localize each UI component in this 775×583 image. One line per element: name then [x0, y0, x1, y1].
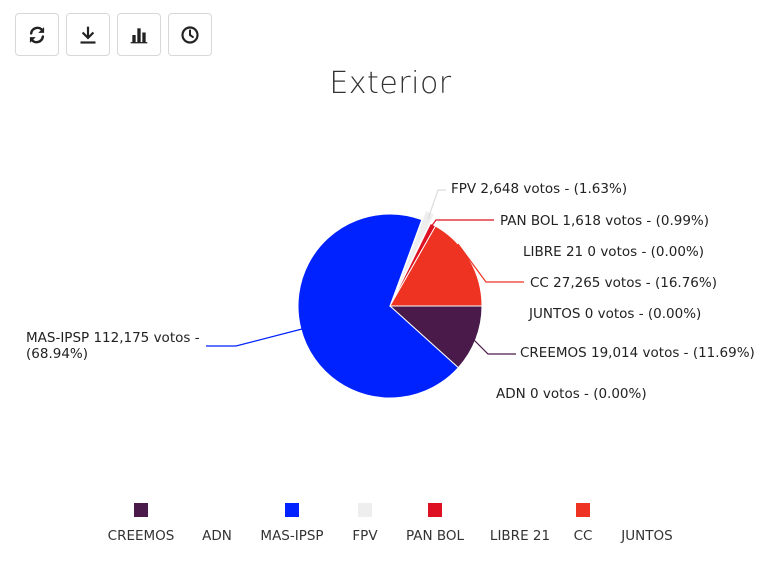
refresh-button[interactable] [15, 13, 59, 56]
pie-slice-creemos[interactable] [388, 305, 483, 369]
legend-label-juntos: JUNTOS [620, 528, 672, 544]
legend-item-juntos[interactable]: JUNTOS [620, 528, 672, 544]
legend-item-adn[interactable]: ADN [202, 528, 232, 544]
data-label-adn: ADN 0 votos - (0.00%) [496, 386, 647, 402]
data-label-mas-ipsp: MAS-IPSP 112,175 votos - [26, 330, 200, 346]
data-label-libre-21: LIBRE 21 0 votos - (0.00%) [523, 244, 704, 260]
legend-label-cc: CC [574, 528, 593, 544]
legend-item-creemos[interactable]: CREEMOS [108, 503, 175, 544]
legend-item-pan-bol[interactable]: PAN BOL [406, 503, 465, 544]
clock-icon [181, 25, 199, 44]
leader-line-cc [457, 243, 524, 283]
legend: CREEMOS ADN MAS-IPSP FPV PAN BOL LIBRE 21 CC JU… [108, 503, 673, 544]
legend-item-libre-21[interactable]: LIBRE 21 [490, 528, 550, 544]
refresh-icon [29, 26, 45, 43]
legend-item-cc[interactable]: CC [574, 503, 593, 544]
legend-label-adn: ADN [202, 528, 232, 544]
legend-label-pan-bol: PAN BOL [406, 528, 465, 544]
leader-line-fpv [427, 189, 446, 220]
legend-swatch-cc [576, 503, 590, 517]
data-label-creemos: CREEMOS 19,014 votos - (11.69%) [520, 345, 755, 361]
leader-line-mas-ipsp [206, 328, 303, 347]
download-icon [80, 26, 96, 44]
pie-slices [297, 209, 483, 399]
leader-lines [206, 189, 524, 355]
legend-swatch-fpv [358, 503, 372, 517]
download-button[interactable] [66, 13, 110, 56]
bar-chart-icon [130, 27, 148, 43]
leader-line-creemos [469, 335, 516, 355]
data-labels: CREEMOS 19,014 votos - (11.69%) ADN 0 vot… [26, 181, 755, 402]
legend-label-fpv: FPV [352, 528, 378, 544]
legend-swatch-mas-ipsp [285, 503, 299, 517]
pie-slice-mas-ipsp[interactable] [297, 213, 459, 399]
bar-chart-button[interactable] [117, 13, 161, 56]
data-label-pan-bol: PAN BOL 1,618 votos - (0.99%) [500, 213, 709, 229]
legend-item-mas-ipsp[interactable]: MAS-IPSP [260, 503, 324, 544]
history-button[interactable] [168, 13, 212, 56]
chart-title: Exterior [329, 66, 452, 101]
legend-swatch-creemos [134, 503, 148, 517]
legend-label-libre-21: LIBRE 21 [490, 528, 550, 544]
chart-toolbar [15, 13, 212, 56]
legend-item-fpv[interactable]: FPV [352, 503, 378, 544]
legend-swatch-pan-bol [428, 503, 442, 517]
data-label-mas-ipsp-percent: (68.94%) [26, 346, 88, 362]
data-label-cc: CC 27,265 votos - (16.76%) [530, 275, 717, 291]
legend-label-mas-ipsp: MAS-IPSP [260, 528, 323, 544]
leader-line-pan-bol [427, 219, 494, 232]
data-label-fpv: FPV 2,648 votos - (1.63%) [451, 181, 627, 197]
data-label-juntos: JUNTOS 0 votos - (0.00%) [528, 306, 701, 322]
legend-label-creemos: CREEMOS [108, 528, 175, 544]
